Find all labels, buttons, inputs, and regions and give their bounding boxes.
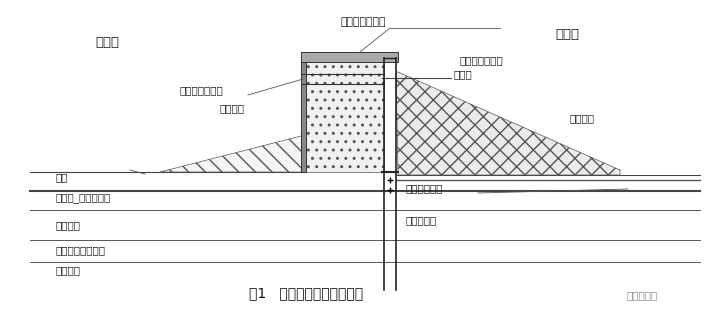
Text: 充泥管袋: 充泥管袋 (220, 103, 245, 113)
Text: 粉质粘土: 粉质粘土 (55, 265, 80, 275)
Text: 中沙、粗沙、砾沙: 中沙、粗沙、砾沙 (55, 245, 105, 255)
Polygon shape (301, 62, 306, 172)
Text: 图1   设计围堰标准断面示意: 图1 设计围堰标准断面示意 (249, 286, 363, 300)
Text: 反滤土工织物: 反滤土工织物 (406, 183, 443, 193)
Text: 充泥管袋: 充泥管袋 (570, 113, 595, 123)
Polygon shape (301, 52, 398, 62)
Text: 拉森锂板桶: 拉森锂板桶 (406, 215, 438, 225)
Text: 粉细沙_防渗土工膜: 粉细沙_防渗土工膜 (55, 193, 110, 203)
Text: 淤泥质土: 淤泥质土 (55, 220, 80, 230)
Text: 拉森锂板桶: 拉森锂板桶 (626, 290, 657, 300)
Polygon shape (305, 62, 384, 172)
Text: 临水侧: 临水侧 (95, 35, 119, 49)
Polygon shape (396, 72, 620, 175)
Text: 锂拉杆: 锂拉杆 (454, 69, 472, 79)
Text: 锂筋混凝土护面: 锂筋混凝土护面 (340, 17, 386, 27)
Text: 模袋混凝土护坡: 模袋混凝土护坡 (460, 55, 504, 65)
Text: 基坑侧: 基坑侧 (555, 28, 579, 42)
Text: 淤泥: 淤泥 (55, 172, 68, 182)
Polygon shape (160, 135, 305, 172)
Text: 双拼槽锂锂围樵: 双拼槽锂锂围樵 (180, 85, 223, 95)
